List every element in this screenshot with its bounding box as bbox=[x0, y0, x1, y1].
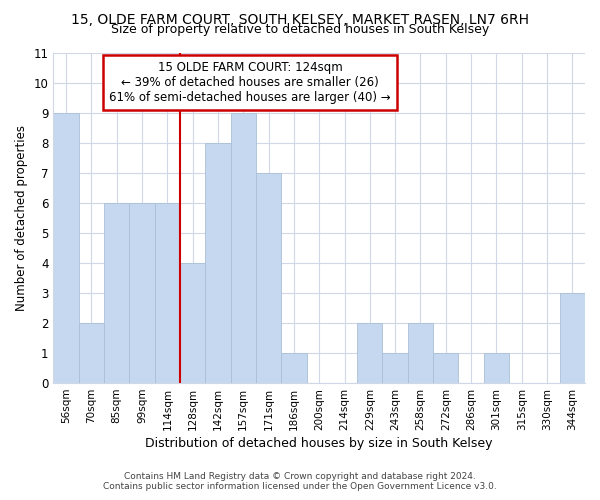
Bar bbox=[484, 353, 509, 383]
Bar bbox=[408, 323, 433, 383]
Text: Contains HM Land Registry data © Crown copyright and database right 2024.
Contai: Contains HM Land Registry data © Crown c… bbox=[103, 472, 497, 491]
Bar bbox=[382, 353, 408, 383]
Bar bbox=[104, 203, 130, 383]
Text: 15, OLDE FARM COURT, SOUTH KELSEY, MARKET RASEN, LN7 6RH: 15, OLDE FARM COURT, SOUTH KELSEY, MARKE… bbox=[71, 12, 529, 26]
Bar bbox=[281, 353, 307, 383]
Bar bbox=[357, 323, 382, 383]
Bar bbox=[53, 112, 79, 383]
Bar bbox=[130, 203, 155, 383]
Bar bbox=[230, 112, 256, 383]
X-axis label: Distribution of detached houses by size in South Kelsey: Distribution of detached houses by size … bbox=[145, 437, 493, 450]
Bar bbox=[433, 353, 458, 383]
Bar bbox=[560, 293, 585, 383]
Bar bbox=[256, 172, 281, 383]
Bar bbox=[205, 142, 230, 383]
Bar bbox=[79, 323, 104, 383]
Bar bbox=[155, 203, 180, 383]
Y-axis label: Number of detached properties: Number of detached properties bbox=[15, 125, 28, 311]
Text: Size of property relative to detached houses in South Kelsey: Size of property relative to detached ho… bbox=[111, 22, 489, 36]
Text: 15 OLDE FARM COURT: 124sqm
← 39% of detached houses are smaller (26)
61% of semi: 15 OLDE FARM COURT: 124sqm ← 39% of deta… bbox=[109, 61, 391, 104]
Bar bbox=[180, 263, 205, 383]
